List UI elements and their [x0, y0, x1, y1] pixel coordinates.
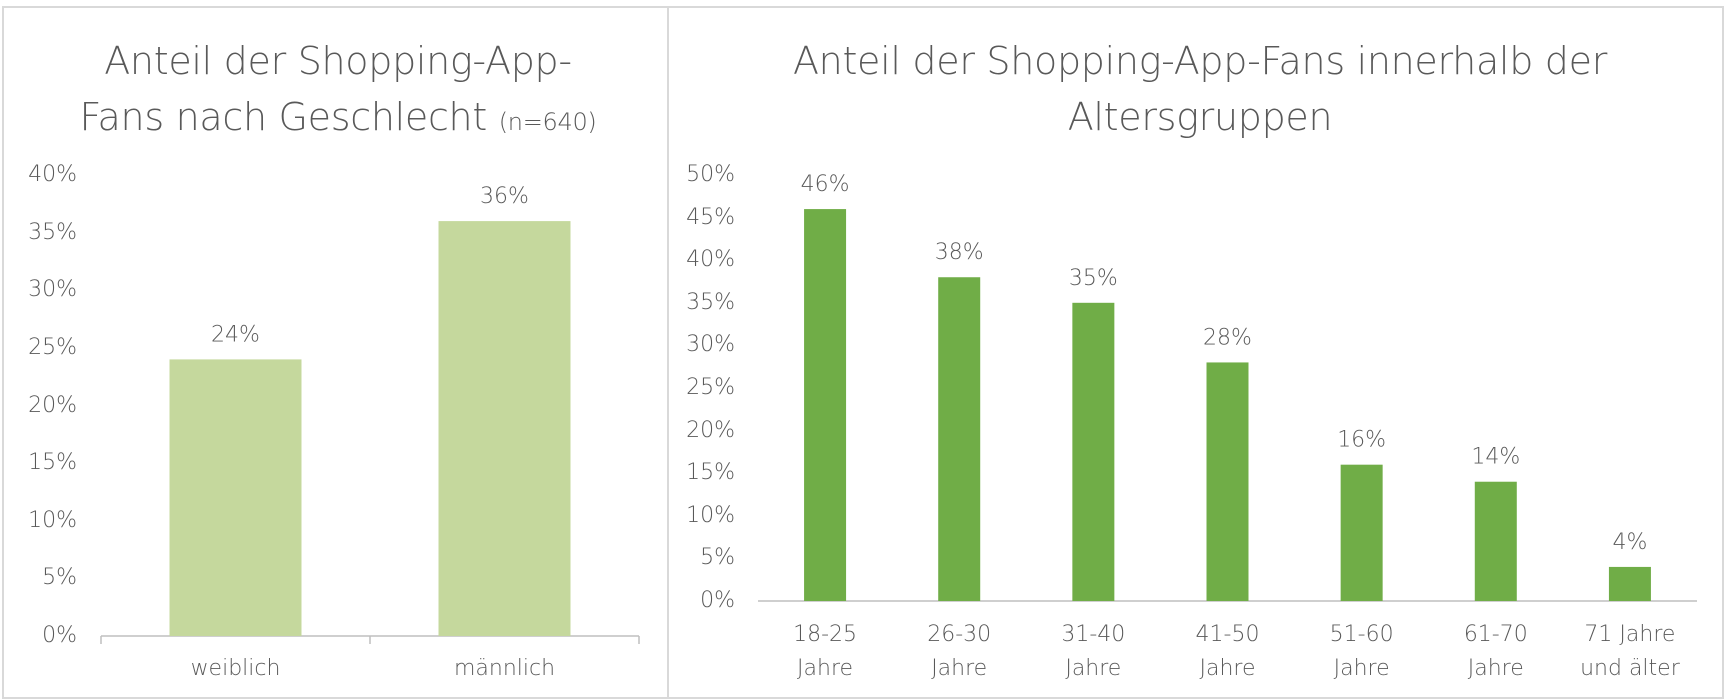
x-tick-label: männlich: [453, 656, 556, 681]
bar: [169, 359, 302, 636]
y-tick-label: 30%: [28, 277, 77, 303]
data-label: 4%: [1612, 530, 1647, 555]
y-tick-label: 25%: [28, 334, 77, 360]
bar: [1206, 362, 1249, 601]
y-tick-label: 45%: [686, 204, 735, 230]
y-tick-label: 10%: [686, 502, 735, 528]
bar: [1072, 302, 1115, 601]
x-tick-label: weiblich: [190, 656, 281, 681]
data-label: 16%: [1337, 428, 1386, 453]
y-tick-label: 5%: [42, 565, 77, 591]
y-tick-label: 40%: [686, 247, 735, 273]
x-tick-label: 18-25 Jahre: [793, 622, 858, 681]
bar: [438, 221, 571, 636]
x-tick-label: 61-70 Jahre: [1463, 622, 1528, 681]
x-tick-label: 51-60 Jahre: [1329, 622, 1394, 681]
y-tick-label: 10%: [28, 507, 77, 533]
y-tick-label: 40%: [28, 162, 77, 187]
x-tick-label: 71 Jahre und älter: [1580, 622, 1680, 681]
right-panel: [667, 6, 1724, 699]
bar: [938, 277, 981, 601]
y-tick-label: 20%: [686, 417, 735, 443]
data-label: 14%: [1471, 445, 1520, 470]
y-tick-label: 0%: [42, 623, 77, 648]
x-tick-label: 26-30 Jahre: [927, 622, 992, 681]
chart-title: Anteil der Shopping-App-Fans nach Geschl…: [78, 33, 598, 150]
bar: [804, 209, 847, 601]
chart-title: Anteil der Shopping-App-Fans innerhalb d…: [792, 39, 1608, 139]
y-tick-label: 35%: [28, 219, 77, 245]
data-label: 24%: [211, 322, 260, 347]
title-text: Anteil der Shopping-App-Fans nach Geschl…: [79, 39, 572, 139]
data-label: 35%: [1069, 266, 1118, 291]
bar: [1474, 481, 1517, 601]
y-tick-label: 5%: [700, 545, 735, 571]
sample-note: (n=640): [498, 108, 597, 136]
bar: [1340, 464, 1383, 601]
data-label: 46%: [801, 172, 850, 197]
data-label: 36%: [480, 184, 529, 209]
data-label: 28%: [1203, 325, 1252, 350]
y-tick-label: 30%: [686, 332, 735, 358]
y-tick-label: 15%: [28, 450, 77, 476]
data-label: 38%: [935, 240, 984, 265]
y-tick-label: 20%: [28, 392, 77, 418]
y-tick-label: 25%: [686, 375, 735, 400]
y-tick-label: 0%: [700, 588, 735, 613]
x-tick-label: 31-40 Jahre: [1061, 622, 1126, 681]
y-tick-label: 50%: [686, 162, 735, 187]
y-tick-label: 35%: [686, 289, 735, 315]
x-tick-label: 41-50 Jahre: [1195, 622, 1260, 681]
bar: [1608, 566, 1651, 601]
y-tick-label: 15%: [686, 460, 735, 486]
